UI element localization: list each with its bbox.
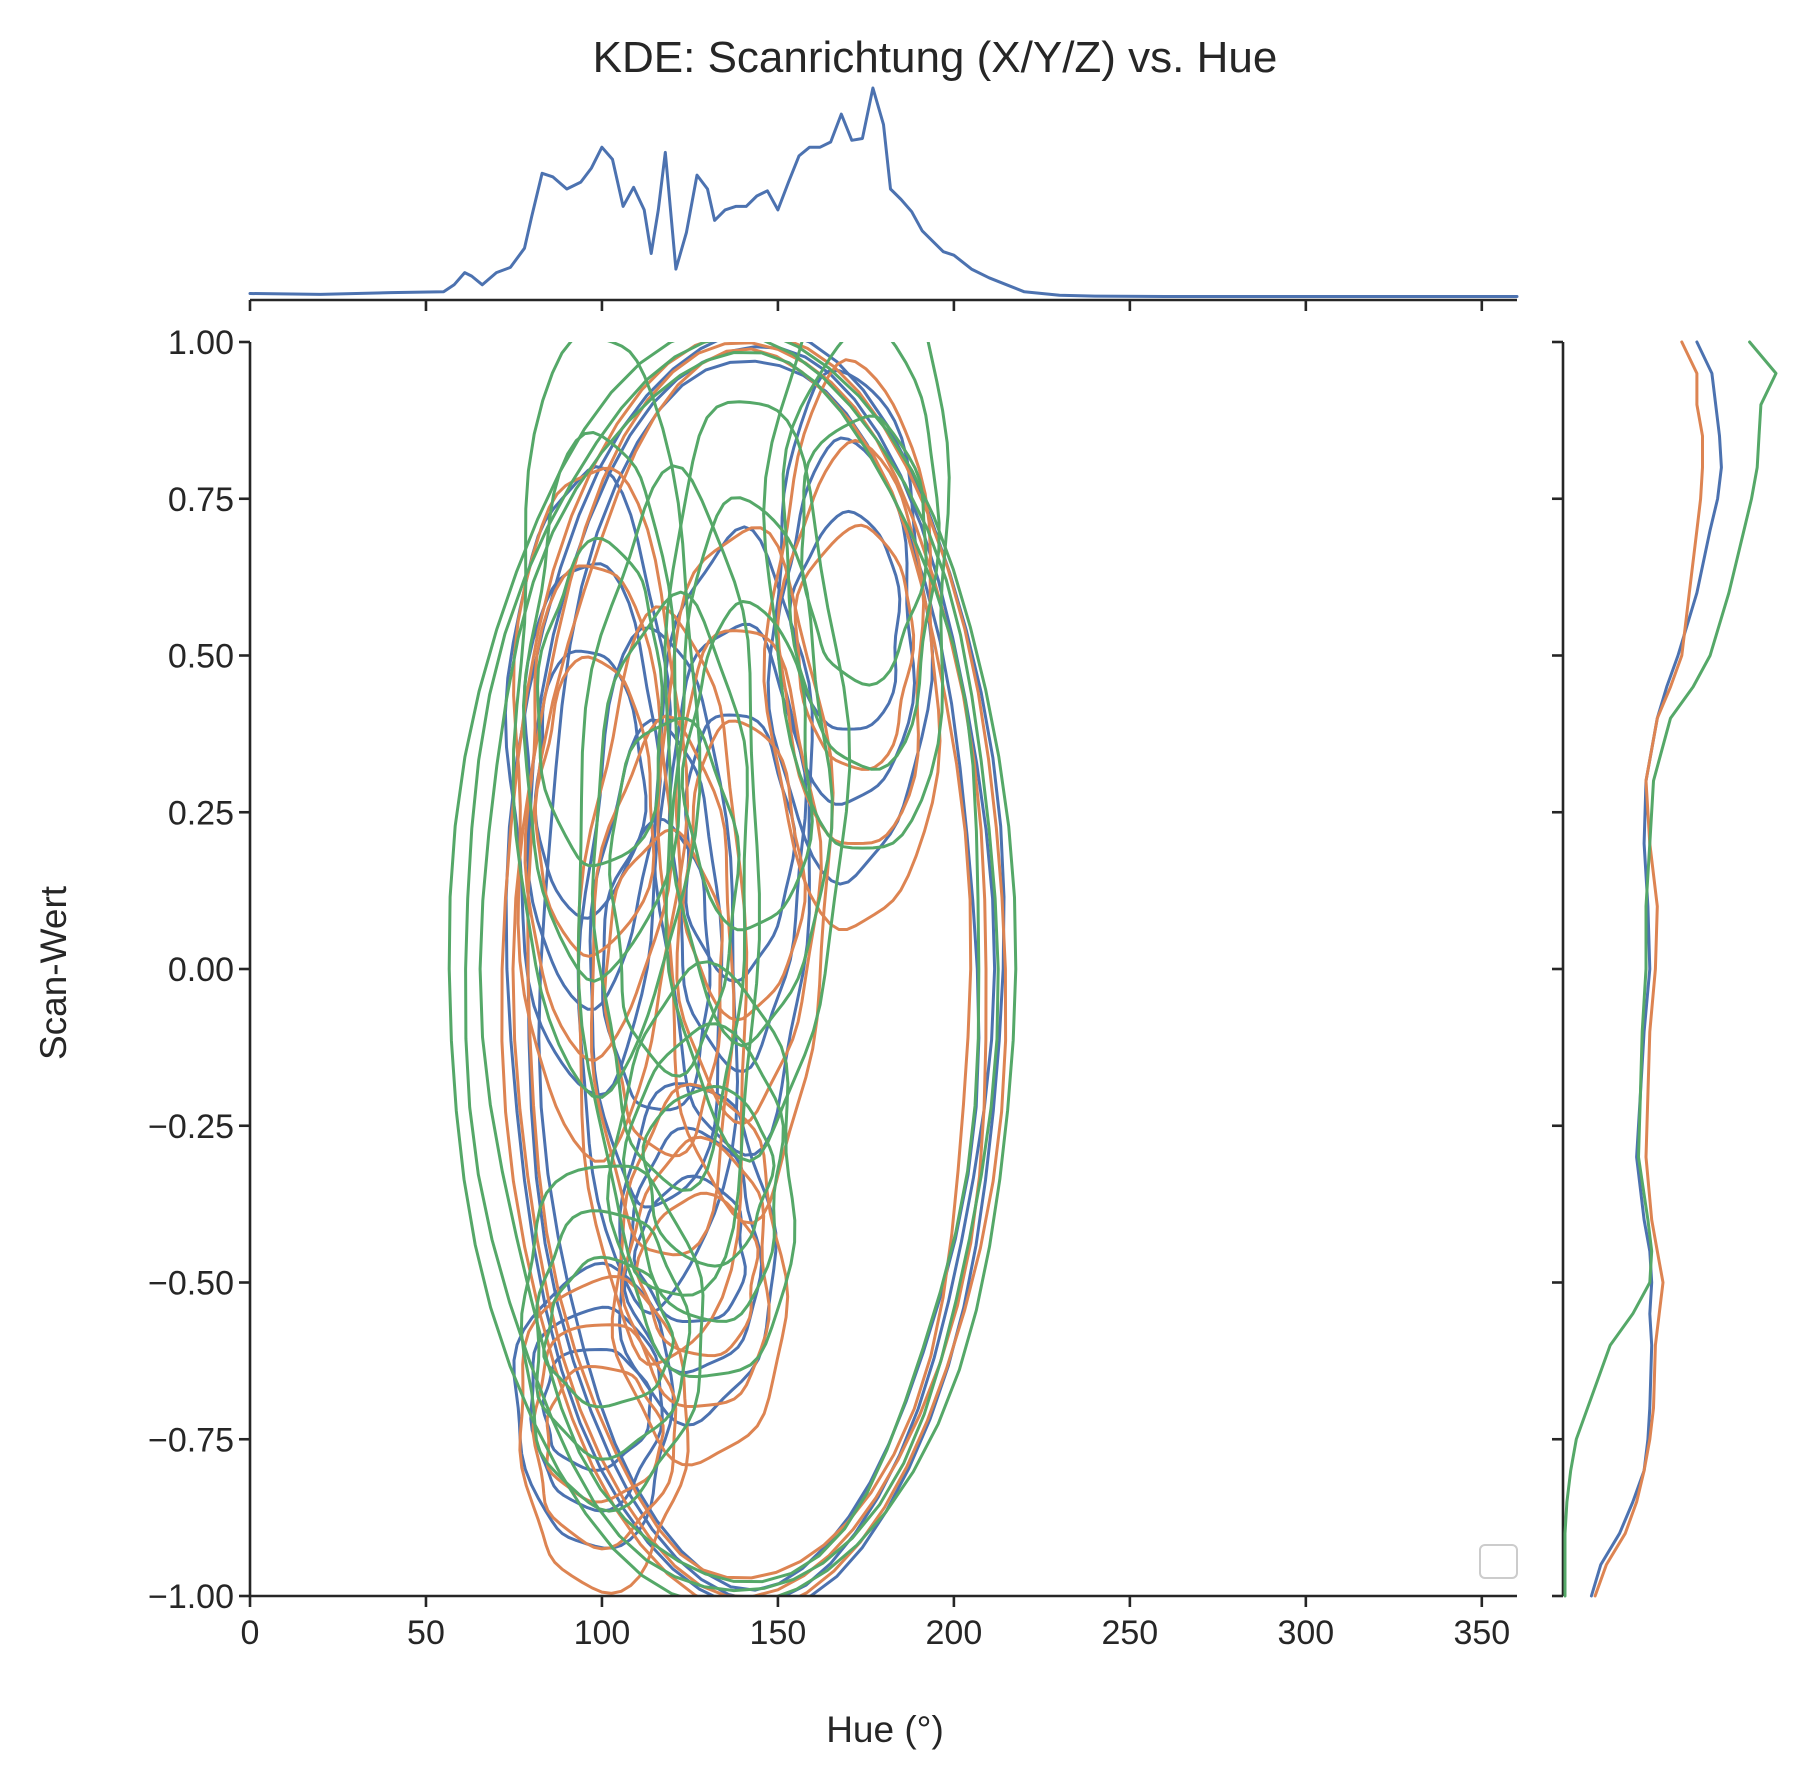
chart-title: KDE: Scanrichtung (X/Y/Z) vs. Hue xyxy=(593,33,1278,82)
contour-line xyxy=(518,1275,690,1595)
contour-line xyxy=(512,466,690,1163)
contour-line xyxy=(793,523,916,771)
contour-line xyxy=(545,1365,665,1504)
contour-line xyxy=(762,358,942,931)
contour-line xyxy=(522,431,681,983)
contour-line xyxy=(606,960,797,1379)
contour-line xyxy=(478,351,981,1584)
y-tick-label: 0.50 xyxy=(168,638,234,676)
x-tick-label: 50 xyxy=(407,1614,445,1652)
x-tick-label: 300 xyxy=(1277,1614,1334,1652)
contour-line xyxy=(762,342,951,850)
marginal-y-density-line-2 xyxy=(1593,340,1704,1598)
x-tick-label: 0 xyxy=(241,1614,260,1652)
contour-line xyxy=(656,526,835,1225)
marginal-y-plot xyxy=(1552,340,1778,1598)
y-tick-label: −0.75 xyxy=(148,1421,234,1459)
kde-contours xyxy=(447,342,1018,1596)
x-tick-label: 100 xyxy=(574,1614,631,1652)
y-tick-label: −0.50 xyxy=(148,1265,234,1303)
marginal-y-density-line-1 xyxy=(1589,340,1723,1598)
contour-layer xyxy=(447,342,1018,1596)
contour-line xyxy=(632,1174,747,1323)
contour-line xyxy=(588,718,724,1209)
contour-line xyxy=(781,342,941,771)
contour-line xyxy=(504,342,1006,1596)
contour-line xyxy=(590,590,749,1192)
legend xyxy=(1479,1544,1518,1579)
contour-line xyxy=(529,1305,664,1513)
contour-line xyxy=(503,465,672,1097)
contour-line xyxy=(464,342,1000,1593)
contour-line xyxy=(800,414,928,687)
contour-line xyxy=(680,600,814,932)
contour-line xyxy=(542,1255,675,1409)
axes: 0 50 100 150 200 250 300 350 1.00 0.75 0.50 0.25 0.0… xyxy=(148,324,1517,1652)
y-tick-label: 0.25 xyxy=(168,794,234,832)
contour-line xyxy=(535,1209,692,1461)
y-tick-label: 0.75 xyxy=(168,481,234,519)
contour-line xyxy=(663,400,852,1163)
marginal-x-plot xyxy=(248,86,1519,311)
x-tick-label: 350 xyxy=(1453,1614,1510,1652)
contour-line xyxy=(641,1085,776,1268)
contour-line xyxy=(601,817,712,1112)
contour-line xyxy=(620,1135,771,1408)
contour-line xyxy=(523,564,674,1062)
marginal-x-density-line xyxy=(248,86,1519,298)
contour-line xyxy=(536,536,664,868)
contour-line xyxy=(622,1022,785,1323)
marginal-y-density-line-3 xyxy=(1563,340,1778,1598)
x-tick-label: 150 xyxy=(750,1614,807,1652)
x-tick-label: 200 xyxy=(926,1614,983,1652)
x-axis-title: Hue (°) xyxy=(826,1709,944,1750)
y-axis-title: Scan-Wert xyxy=(33,885,74,1060)
contour-line xyxy=(608,716,741,1078)
contour-line xyxy=(511,342,702,1099)
y-tick-label: 1.00 xyxy=(168,324,234,362)
y-tick-label: −0.25 xyxy=(148,1108,234,1146)
y-tick-label: 0.00 xyxy=(168,951,234,989)
x-tick-label: 250 xyxy=(1101,1614,1158,1652)
y-tick-label: −1.00 xyxy=(148,1578,234,1616)
